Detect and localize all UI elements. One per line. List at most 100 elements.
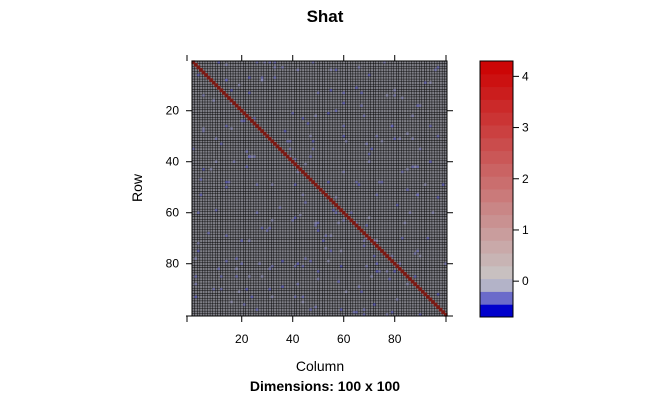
heatmap-cell bbox=[271, 295, 274, 299]
heatmap-cell bbox=[271, 265, 274, 268]
heatmap-cell bbox=[393, 94, 396, 97]
heatmap-cell bbox=[370, 147, 374, 151]
diagonal-cell bbox=[301, 170, 305, 174]
diagonal-cell bbox=[290, 159, 295, 164]
heatmap-cell bbox=[398, 137, 402, 141]
heatmap-cell bbox=[418, 104, 422, 107]
diagonal-cell bbox=[285, 154, 290, 159]
diagonal-cell bbox=[270, 139, 275, 144]
heatmap-cell bbox=[243, 303, 246, 306]
diagonal-cell bbox=[229, 98, 234, 103]
colorbar-segment bbox=[480, 137, 513, 152]
diagonal-cell bbox=[380, 249, 384, 253]
heatmap-cell bbox=[245, 287, 249, 291]
heatmap-cell bbox=[311, 61, 315, 64]
colorbar-tick-label: 0 bbox=[522, 274, 529, 288]
heatmap-cell bbox=[199, 178, 203, 181]
heatmap-cell bbox=[367, 152, 371, 156]
heatmap-cell bbox=[281, 259, 284, 263]
diagonal-cell bbox=[397, 266, 402, 271]
heatmap-cell bbox=[288, 140, 292, 143]
heatmap-cell bbox=[327, 180, 330, 184]
heatmap-cell bbox=[250, 295, 254, 299]
heatmap-cell bbox=[355, 86, 358, 90]
diagonal-cell bbox=[364, 233, 369, 238]
heatmap-cell bbox=[418, 147, 422, 151]
heatmap-cell bbox=[309, 155, 312, 158]
heatmap-cell bbox=[250, 155, 254, 158]
diagonal-cell bbox=[367, 236, 372, 241]
diagonal-cell bbox=[418, 287, 423, 292]
heatmap-cell bbox=[230, 89, 233, 92]
heatmap-cell bbox=[411, 165, 414, 169]
heatmap-cell bbox=[202, 127, 205, 130]
diagonal-cell bbox=[209, 78, 213, 82]
heatmap-cell bbox=[225, 234, 228, 237]
diagonal-cell bbox=[311, 180, 315, 184]
colorbar-segment bbox=[480, 176, 513, 190]
heatmap-cell bbox=[255, 308, 259, 311]
heatmap-cell bbox=[322, 239, 325, 243]
heatmap-cell bbox=[367, 216, 371, 220]
heatmap-cell bbox=[194, 282, 198, 286]
heatmap-cell bbox=[212, 287, 215, 291]
heatmap-cell bbox=[436, 66, 440, 69]
heatmap-cell bbox=[378, 180, 381, 184]
heatmap-cell bbox=[296, 68, 300, 72]
heatmap-cell bbox=[232, 160, 236, 163]
colorbar-segment bbox=[480, 227, 513, 241]
heatmap-cell bbox=[194, 275, 198, 278]
heatmap-cell bbox=[424, 81, 427, 84]
heatmap-cell bbox=[314, 221, 317, 225]
heatmap-cell bbox=[311, 147, 315, 151]
heatmap-cell bbox=[281, 66, 284, 69]
diagonal-cell bbox=[443, 312, 448, 317]
offdiagonal-cells bbox=[192, 61, 447, 316]
diagonal-cell bbox=[216, 85, 221, 90]
heatmap-cell bbox=[357, 66, 361, 69]
diagonal-cell bbox=[339, 208, 344, 213]
diagonal-cell bbox=[403, 272, 407, 276]
chart-title: Shat bbox=[307, 7, 344, 26]
heatmap-cell bbox=[225, 78, 228, 82]
colorbar-segment bbox=[480, 125, 513, 139]
heatmap-cell bbox=[378, 270, 381, 273]
heatmap-cell bbox=[411, 114, 414, 118]
diagonal-cell bbox=[267, 136, 272, 141]
heatmap-cell bbox=[375, 270, 379, 273]
diagonal-cell bbox=[265, 134, 270, 139]
diagonal-cell bbox=[278, 147, 282, 151]
heatmap-cell bbox=[393, 137, 396, 141]
heatmap-cell bbox=[207, 231, 210, 235]
heatmap-cell bbox=[253, 155, 256, 158]
heatmap-cell bbox=[329, 249, 333, 253]
diagonal-cell bbox=[441, 310, 446, 315]
heatmap-cell bbox=[390, 124, 394, 128]
heatmap-cell bbox=[416, 104, 419, 107]
diagonal-cell bbox=[239, 108, 244, 113]
heatmap-cell bbox=[260, 226, 264, 230]
heatmap-cell bbox=[393, 270, 396, 273]
colorbar-segment bbox=[480, 189, 513, 203]
heatmap-cell bbox=[192, 147, 195, 151]
diagonal-cell bbox=[298, 167, 303, 172]
heatmap-cell bbox=[329, 89, 333, 92]
heatmap-cell bbox=[294, 265, 297, 268]
colorbar-tick-label: 3 bbox=[522, 121, 529, 135]
heatmap-cell bbox=[357, 183, 361, 186]
diagonal-cell bbox=[273, 142, 277, 146]
heatmap-cell bbox=[248, 275, 251, 278]
heatmap-cell bbox=[362, 313, 366, 316]
diagonal-cell bbox=[252, 121, 257, 126]
heatmap-cell bbox=[240, 262, 243, 265]
colorbar-segment bbox=[480, 163, 513, 177]
heatmap-cell bbox=[342, 101, 345, 105]
diagonal-cell bbox=[303, 172, 308, 177]
heatmap-cell bbox=[345, 140, 348, 143]
colorbar: 0 1 2 3 4 bbox=[479, 60, 529, 318]
heatmap-cell bbox=[220, 287, 223, 291]
heatmap-cell bbox=[230, 127, 233, 130]
y-tick-label: 40 bbox=[166, 155, 180, 169]
diagonal-cell bbox=[359, 228, 364, 233]
diagonal-cell bbox=[413, 282, 417, 286]
